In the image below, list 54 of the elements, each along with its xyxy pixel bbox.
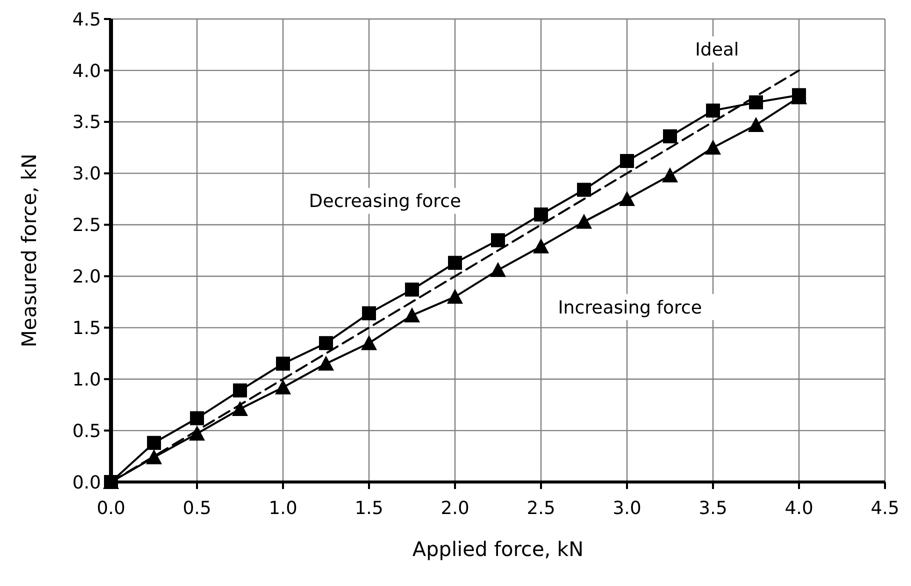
y-tick-label: 0.0: [72, 472, 101, 494]
y-axis-title: Measured force, kN: [17, 154, 41, 348]
x-axis-title: Applied force, kN: [412, 537, 584, 561]
point: [705, 140, 721, 155]
x-tick-label: 2.0: [440, 498, 470, 519]
point: [275, 379, 291, 394]
point: [318, 356, 334, 371]
y-tick-label: 0.5: [72, 420, 101, 442]
point: [577, 182, 591, 197]
text: Increasing force: [558, 297, 702, 318]
point: [404, 307, 420, 322]
point: [749, 95, 763, 110]
y-tick-label: 4.0: [72, 60, 101, 82]
point: [190, 411, 204, 426]
point: [361, 335, 377, 350]
point: [319, 336, 333, 350]
x-tick-label: 3.5: [698, 498, 728, 519]
text: Decreasing force: [308, 191, 462, 212]
point: [405, 282, 419, 297]
x-tick-label: 3.0: [612, 498, 642, 519]
text: Ideal: [695, 40, 739, 61]
point: [576, 214, 592, 229]
point: [662, 167, 678, 182]
y-tick-label: 3.5: [72, 112, 101, 134]
point: [276, 356, 290, 371]
y-tick-label: 1.0: [72, 369, 101, 390]
point: [534, 207, 548, 222]
x-tick-label: 1.5: [354, 498, 384, 519]
x-tick-label: 4.5: [870, 498, 900, 519]
y-tick-label: 2.0: [72, 266, 101, 288]
point: [748, 116, 764, 132]
y-tick-label: 4.5: [72, 9, 101, 30]
point: [491, 233, 505, 248]
x-tick-label: 0.5: [182, 498, 212, 519]
point: [533, 238, 549, 254]
point: [232, 400, 248, 416]
point: [147, 436, 161, 450]
y-tick-label: 3.0: [72, 164, 101, 185]
point: [706, 104, 720, 118]
y-tick-label: 1.5: [72, 318, 101, 339]
x-tick-label: 2.5: [526, 498, 556, 519]
point: [233, 383, 247, 398]
point: [620, 154, 634, 168]
point: [663, 129, 677, 144]
x-tick-label: 1.0: [268, 498, 298, 519]
point: [146, 449, 162, 464]
point: [447, 288, 463, 304]
x-tick-label: 0.0: [96, 498, 126, 519]
point: [362, 306, 376, 320]
point: [448, 256, 462, 270]
y-tick-label: 2.5: [72, 215, 101, 236]
x-tick-label: 4.0: [784, 498, 814, 519]
point: [619, 191, 635, 206]
point: [490, 262, 506, 278]
